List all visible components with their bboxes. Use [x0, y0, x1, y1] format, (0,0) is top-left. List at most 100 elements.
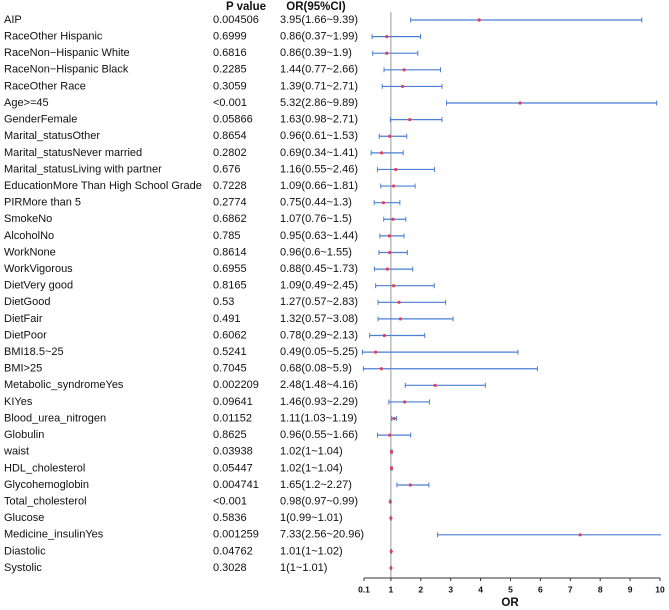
or-point [389, 450, 394, 454]
or-ci: 1.46(0.93~2.29) [280, 396, 358, 408]
or-point [394, 167, 398, 172]
or-ci: 1(0.99~1.01) [280, 512, 343, 524]
row-label: AIP [4, 14, 22, 26]
p-value: 0.8165 [213, 280, 247, 292]
or-ci: 7.33(2.56~20.96) [280, 529, 364, 541]
row-label: HDL_cholesterol [4, 462, 85, 474]
row-label: RaceOther Race [4, 80, 86, 92]
or-ci: 1.01(1~1.02) [280, 545, 343, 557]
p-value: <0.001 [213, 495, 247, 507]
or-point [392, 416, 396, 421]
or-ci: 0.88(0.45~1.73) [280, 263, 358, 275]
or-ci: 5.32(2.86~9.89) [280, 97, 358, 109]
or-point [402, 68, 406, 72]
p-value: 0.7045 [213, 363, 247, 375]
row-label: RaceNon−Hispanic Black [4, 64, 129, 76]
row-label: Total_cholesterol [4, 495, 87, 507]
or-ci: 1.09(0.49~2.45) [280, 280, 358, 292]
or-point [403, 400, 407, 404]
or-point [381, 201, 386, 205]
p-value: 0.491 [213, 313, 241, 325]
row-label: Diastolic [4, 545, 46, 557]
p-value: 0.002209 [213, 379, 259, 391]
or-ci: 0.49(0.05~5.25) [280, 346, 358, 358]
p-value: 0.2774 [213, 197, 247, 209]
or-ci: 0.75(0.44~1.3) [280, 197, 352, 209]
or-ci: 0.86(0.39~1.9) [280, 47, 352, 59]
row-label: DietVery good [4, 280, 73, 292]
or-ci: 1.09(0.66~1.81) [280, 180, 358, 192]
or-ci: 1.16(0.55~2.46) [280, 163, 358, 175]
or-point [477, 18, 481, 22]
row-label: RaceNon−Hispanic White [4, 47, 130, 59]
row-label: Age>=45 [4, 97, 49, 109]
p-value: 0.001259 [213, 529, 259, 541]
or-ci: 1.11(1.03~1.19) [280, 412, 357, 424]
column-header: OR(95%CI) [286, 1, 346, 13]
row-label: RaceOther Hispanic [4, 31, 103, 43]
p-value: 0.53 [213, 296, 234, 308]
or-point [388, 134, 392, 138]
or-point [391, 217, 395, 221]
row-label: DietFair [4, 313, 43, 325]
x-tick-label: 4 [478, 584, 483, 594]
p-value: 0.3028 [213, 562, 247, 574]
row-label: Blood_urea_nitrogen [4, 412, 106, 424]
row-label: Marital_statusOther [4, 130, 100, 142]
or-point [379, 367, 383, 371]
p-value: 0.676 [213, 163, 241, 175]
p-value: 0.04762 [213, 545, 253, 557]
p-value: 0.7228 [213, 180, 247, 192]
p-value: 0.5836 [213, 512, 247, 524]
row-label: PIRMore than 5 [4, 197, 81, 209]
p-value: 0.2285 [213, 64, 247, 76]
or-ci: 3.95(1.66~9.39) [280, 14, 358, 26]
row-label: Systolic [4, 562, 42, 574]
or-point [400, 84, 405, 89]
or-point [387, 234, 392, 238]
or-point [380, 151, 384, 155]
x-tick-label: 3 [448, 584, 453, 594]
or-point [518, 101, 522, 105]
row-label: EducationMore Than High School Grade [4, 180, 202, 192]
p-value: 0.6955 [213, 263, 247, 275]
or-point [389, 466, 394, 470]
or-point [382, 333, 386, 338]
or-ci: 0.96(0.55~1.66) [280, 429, 358, 441]
or-point [397, 300, 401, 304]
p-value: 0.6999 [213, 31, 247, 43]
row-label: waist [3, 446, 29, 458]
or-ci: 1.44(0.77~2.66) [280, 64, 358, 76]
or-ci: 1.07(0.76~1.5) [280, 213, 352, 225]
row-label: KIYes [4, 396, 33, 408]
row-label: Glucose [4, 512, 44, 524]
or-point [388, 250, 392, 255]
x-tick-label: 1 [389, 584, 394, 594]
or-ci: 1.65(1.2~2.27) [280, 479, 352, 491]
row-label: AlcoholNo [4, 230, 54, 242]
p-value: 0.01152 [213, 412, 252, 424]
or-point [578, 533, 582, 537]
or-ci: 0.68(0.08~5.9) [280, 363, 352, 375]
or-point [408, 118, 412, 122]
or-ci: 0.78(0.29~2.13) [280, 329, 358, 341]
x-axis-label: OR [501, 597, 519, 609]
or-point [388, 433, 392, 437]
or-point [389, 566, 393, 570]
or-point [385, 51, 389, 55]
or-point [389, 516, 393, 520]
x-tick-label: 5 [508, 584, 513, 594]
or-ci: 1.32(0.57~3.08) [280, 313, 358, 325]
or-ci: 1.63(0.98~2.71) [280, 114, 358, 126]
or-ci: 1(1~1.01) [280, 562, 327, 574]
or-ci: 1.39(0.71~2.71) [280, 80, 358, 92]
row-label: SmokeNo [4, 213, 52, 225]
x-tick-label: 2 [418, 584, 423, 594]
p-value: 0.785 [213, 230, 241, 242]
p-value: 0.09641 [213, 396, 253, 408]
row-label: WorkNone [4, 246, 56, 258]
or-ci: 0.95(0.63~1.44) [280, 230, 358, 242]
column-header: P value [226, 1, 266, 13]
or-point [374, 350, 378, 354]
